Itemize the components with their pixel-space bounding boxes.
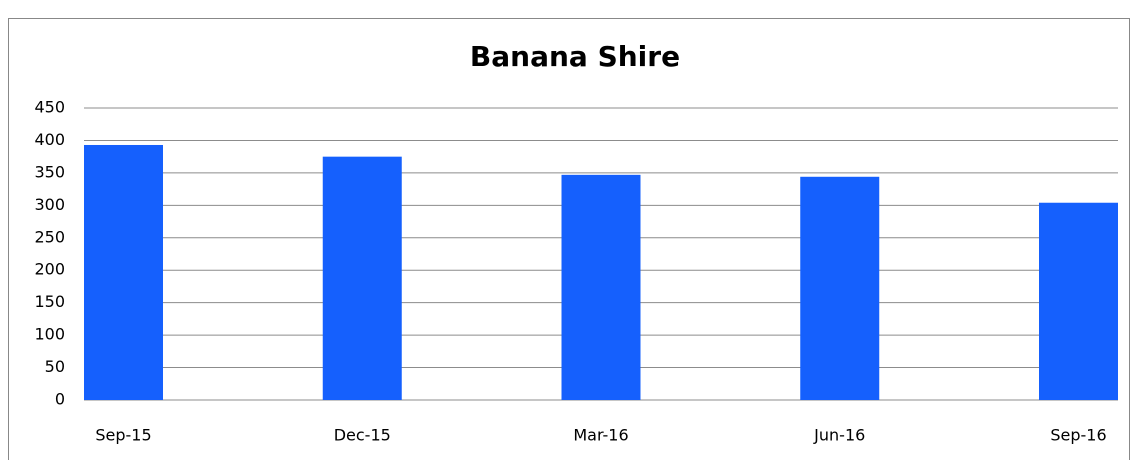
x-tick-label: Dec-15 — [334, 426, 391, 445]
y-tick-label: 450 — [34, 98, 65, 117]
bar — [84, 144, 163, 400]
y-tick-label: 150 — [34, 292, 65, 311]
y-tick-label: 0 — [55, 390, 65, 409]
x-tick-label: Sep-15 — [95, 426, 151, 445]
y-tick-label: 250 — [34, 227, 65, 246]
y-tick-label: 100 — [34, 325, 65, 344]
x-tick-label: Mar-16 — [573, 426, 628, 445]
y-tick-label: 350 — [34, 162, 65, 181]
bar — [1039, 202, 1118, 400]
y-tick-label: 50 — [45, 357, 65, 376]
x-tick-label: Jun-16 — [813, 426, 865, 445]
y-tick-label: 200 — [34, 260, 65, 279]
x-tick-label: Sep-16 — [1050, 426, 1106, 445]
bar — [561, 174, 641, 400]
bar — [800, 176, 880, 400]
y-tick-label: 400 — [34, 130, 65, 149]
bar — [322, 156, 402, 400]
chart-title: Banana Shire — [470, 40, 680, 73]
y-tick-label: 300 — [34, 195, 65, 214]
